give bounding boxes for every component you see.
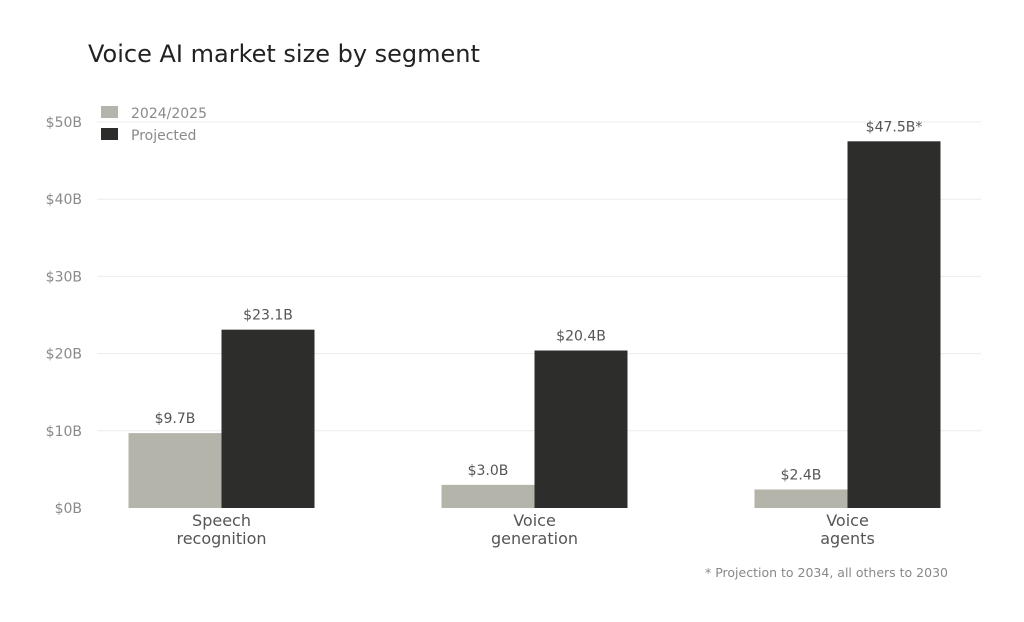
y-tick-label: $0B (55, 501, 82, 517)
data-label: $20.4B (556, 329, 606, 345)
x-tick-label: Voice (513, 511, 556, 530)
bar-projected (534, 350, 628, 508)
x-tick-label: Voice (826, 511, 869, 530)
bar-projected (221, 329, 315, 508)
bar-current (754, 489, 848, 508)
legend-swatch (101, 128, 118, 140)
x-tick-label: generation (491, 529, 578, 548)
x-tick-label: Speech (192, 511, 251, 530)
x-tick-label: agents (820, 529, 875, 548)
bar-current (441, 484, 535, 508)
data-label: $47.5B* (866, 119, 923, 135)
legend-label: Projected (131, 128, 196, 144)
data-label: $9.7B (155, 411, 196, 427)
y-tick-label: $20B (46, 347, 82, 363)
y-tick-label: $10B (46, 424, 82, 440)
y-tick-label: $50B (46, 115, 82, 131)
y-tick-label: $40B (46, 192, 82, 208)
data-label: $23.1B (243, 308, 293, 324)
footnote: * Projection to 2034, all others to 2030 (705, 565, 948, 580)
legend-label: 2024/2025 (131, 106, 207, 122)
x-tick-label: recognition (176, 529, 266, 548)
legend-swatch (101, 106, 118, 118)
y-tick-label: $30B (46, 269, 82, 285)
bar-projected (847, 141, 941, 509)
chart-title: Voice AI market size by segment (88, 40, 480, 68)
bar-current (128, 433, 222, 508)
data-label: $2.4B (781, 467, 822, 483)
data-label: $3.0B (468, 463, 509, 479)
